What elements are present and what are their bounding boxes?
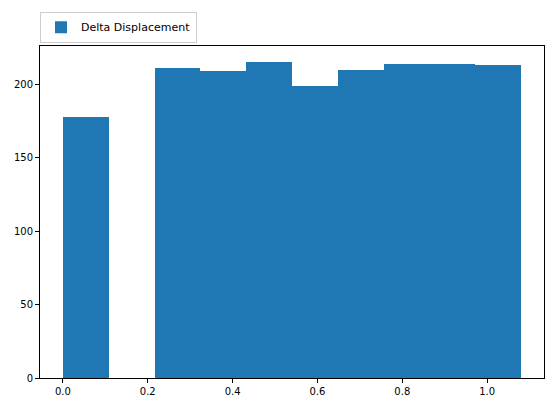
svg-text:0.4: 0.4 bbox=[225, 386, 241, 397]
svg-text:0.6: 0.6 bbox=[309, 386, 325, 397]
svg-text:0.8: 0.8 bbox=[394, 386, 410, 397]
svg-text:100: 100 bbox=[14, 226, 33, 237]
svg-text:1.0: 1.0 bbox=[479, 386, 495, 397]
svg-text:0: 0 bbox=[27, 373, 33, 384]
svg-text:150: 150 bbox=[14, 152, 33, 163]
svg-text:50: 50 bbox=[20, 299, 33, 310]
svg-text:Delta Displacement: Delta Displacement bbox=[81, 21, 190, 34]
svg-text:200: 200 bbox=[14, 79, 33, 90]
svg-text:0.2: 0.2 bbox=[140, 386, 156, 397]
svg-text:0.0: 0.0 bbox=[55, 386, 71, 397]
